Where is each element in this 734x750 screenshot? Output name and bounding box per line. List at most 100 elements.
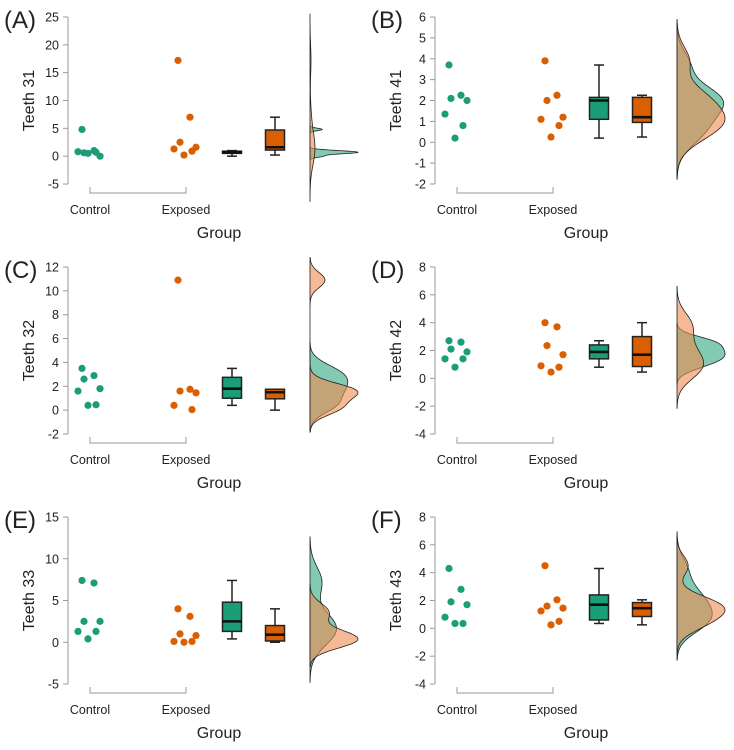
exposed-data-point (543, 342, 551, 350)
exposed-data-point (555, 363, 563, 371)
y-tick-label: 20 (45, 38, 59, 52)
y-tick-label: 8 (419, 261, 426, 275)
y-tick-label: 3 (419, 73, 426, 87)
exposed-data-point (541, 57, 549, 65)
y-tick-label: 0 (52, 404, 59, 418)
control-data-point (463, 601, 471, 609)
exposed-data-point (176, 387, 184, 395)
control-data-point (74, 148, 82, 156)
control-box (588, 594, 610, 621)
x-tick-label: Control (437, 203, 477, 217)
exposed-data-point (174, 605, 182, 613)
control-data-point (92, 148, 100, 156)
exposed-data-point (180, 638, 188, 646)
y-axis-title: Teeth 32 (21, 320, 38, 381)
y-tick-label: 4 (52, 356, 59, 370)
control-data-point (90, 579, 98, 587)
control-data-point (457, 585, 465, 593)
control-data-point (80, 617, 88, 625)
y-tick-label: 5 (52, 122, 59, 136)
control-data-point (459, 619, 467, 628)
panel-label: (B) (371, 7, 403, 34)
y-tick-label: -5 (48, 678, 59, 692)
y-tick-label: -4 (415, 428, 426, 442)
exposed-density (309, 583, 359, 668)
control-data-point (459, 121, 467, 130)
control-data-point (90, 371, 98, 380)
y-axis-title: Teeth 33 (21, 570, 38, 631)
exposed-data-point (188, 405, 196, 414)
exposed-data-point (553, 91, 561, 99)
y-tick-label: 6 (52, 332, 59, 346)
x-axis-title: Group (564, 725, 609, 742)
y-tick-label: 0 (52, 150, 59, 164)
y-tick-label: 25 (45, 11, 59, 25)
control-data-point (96, 385, 104, 393)
exposed-data-point (559, 351, 567, 359)
control-data-point (84, 149, 92, 157)
exposed-data-point (174, 56, 182, 65)
control-data-point (74, 627, 82, 635)
control-data-point (447, 598, 455, 606)
x-axis-title: Group (197, 475, 242, 492)
exposed-data-point (174, 276, 182, 284)
y-axis-title: Teeth 41 (388, 70, 405, 131)
control-data-point (84, 635, 92, 643)
x-axis-title: Group (197, 725, 242, 742)
control-data-point (92, 401, 100, 409)
y-tick-label: 4 (419, 52, 426, 66)
exposed-density (309, 13, 316, 202)
control-data-point (78, 576, 86, 585)
exposed-data-point (553, 596, 561, 604)
y-tick-label: 4 (419, 566, 426, 580)
y-axis-title: Teeth 43 (388, 570, 405, 631)
exposed-data-point (543, 602, 551, 610)
y-tick-label: 15 (45, 66, 59, 80)
exposed-data-point (170, 145, 178, 153)
x-tick-label: Exposed (162, 453, 211, 467)
x-tick-label: Control (70, 453, 110, 467)
exposed-data-point (176, 630, 184, 638)
y-tick-label: 10 (45, 94, 59, 108)
exposed-data-point (537, 607, 545, 615)
panel-label: (E) (4, 507, 36, 534)
y-tick-label: -2 (415, 400, 426, 414)
x-axis-line (89, 187, 187, 194)
y-tick-label: 2 (419, 344, 426, 358)
x-axis-title: Group (564, 475, 609, 492)
control-data-point (96, 617, 104, 625)
panel-label: (C) (4, 257, 37, 284)
exposed-box (631, 96, 653, 124)
control-data-point (78, 125, 86, 134)
control-data-point (451, 363, 459, 371)
x-tick-label: Control (437, 453, 477, 467)
exposed-data-point (547, 621, 555, 629)
y-tick-label: 6 (419, 11, 426, 25)
exposed-data-point (188, 637, 196, 646)
control-data-point (74, 387, 82, 395)
x-axis-title: Group (564, 225, 609, 242)
panel-label: (A) (4, 7, 36, 34)
y-tick-label: -2 (415, 650, 426, 664)
x-axis-line (89, 687, 187, 694)
exposed-density (676, 286, 705, 409)
y-tick-label: 2 (419, 94, 426, 108)
x-axis-line (456, 687, 554, 694)
exposed-box (264, 624, 286, 642)
exposed-data-point (170, 637, 178, 646)
y-tick-label: 0 (419, 372, 426, 386)
control-data-point (445, 61, 453, 69)
chart-panel: (F) -4 -2 0 2 4 6 8 Teeth 43 Control Exposed Group (371, 507, 726, 742)
exposed-box (631, 601, 653, 618)
y-tick-label: 1 (419, 115, 426, 129)
x-tick-label: Control (70, 203, 110, 217)
exposed-data-point (186, 385, 194, 393)
y-axis-title: Teeth 31 (21, 70, 38, 131)
y-tick-label: 6 (419, 288, 426, 302)
exposed-data-point (170, 401, 178, 409)
y-tick-label: 0 (419, 622, 426, 636)
x-tick-label: Exposed (529, 203, 578, 217)
exposed-data-point (555, 121, 563, 130)
chart-panel: (C) -2 0 2 4 6 8 10 12 Teeth 32 Control Exposed Grou… (4, 257, 359, 492)
